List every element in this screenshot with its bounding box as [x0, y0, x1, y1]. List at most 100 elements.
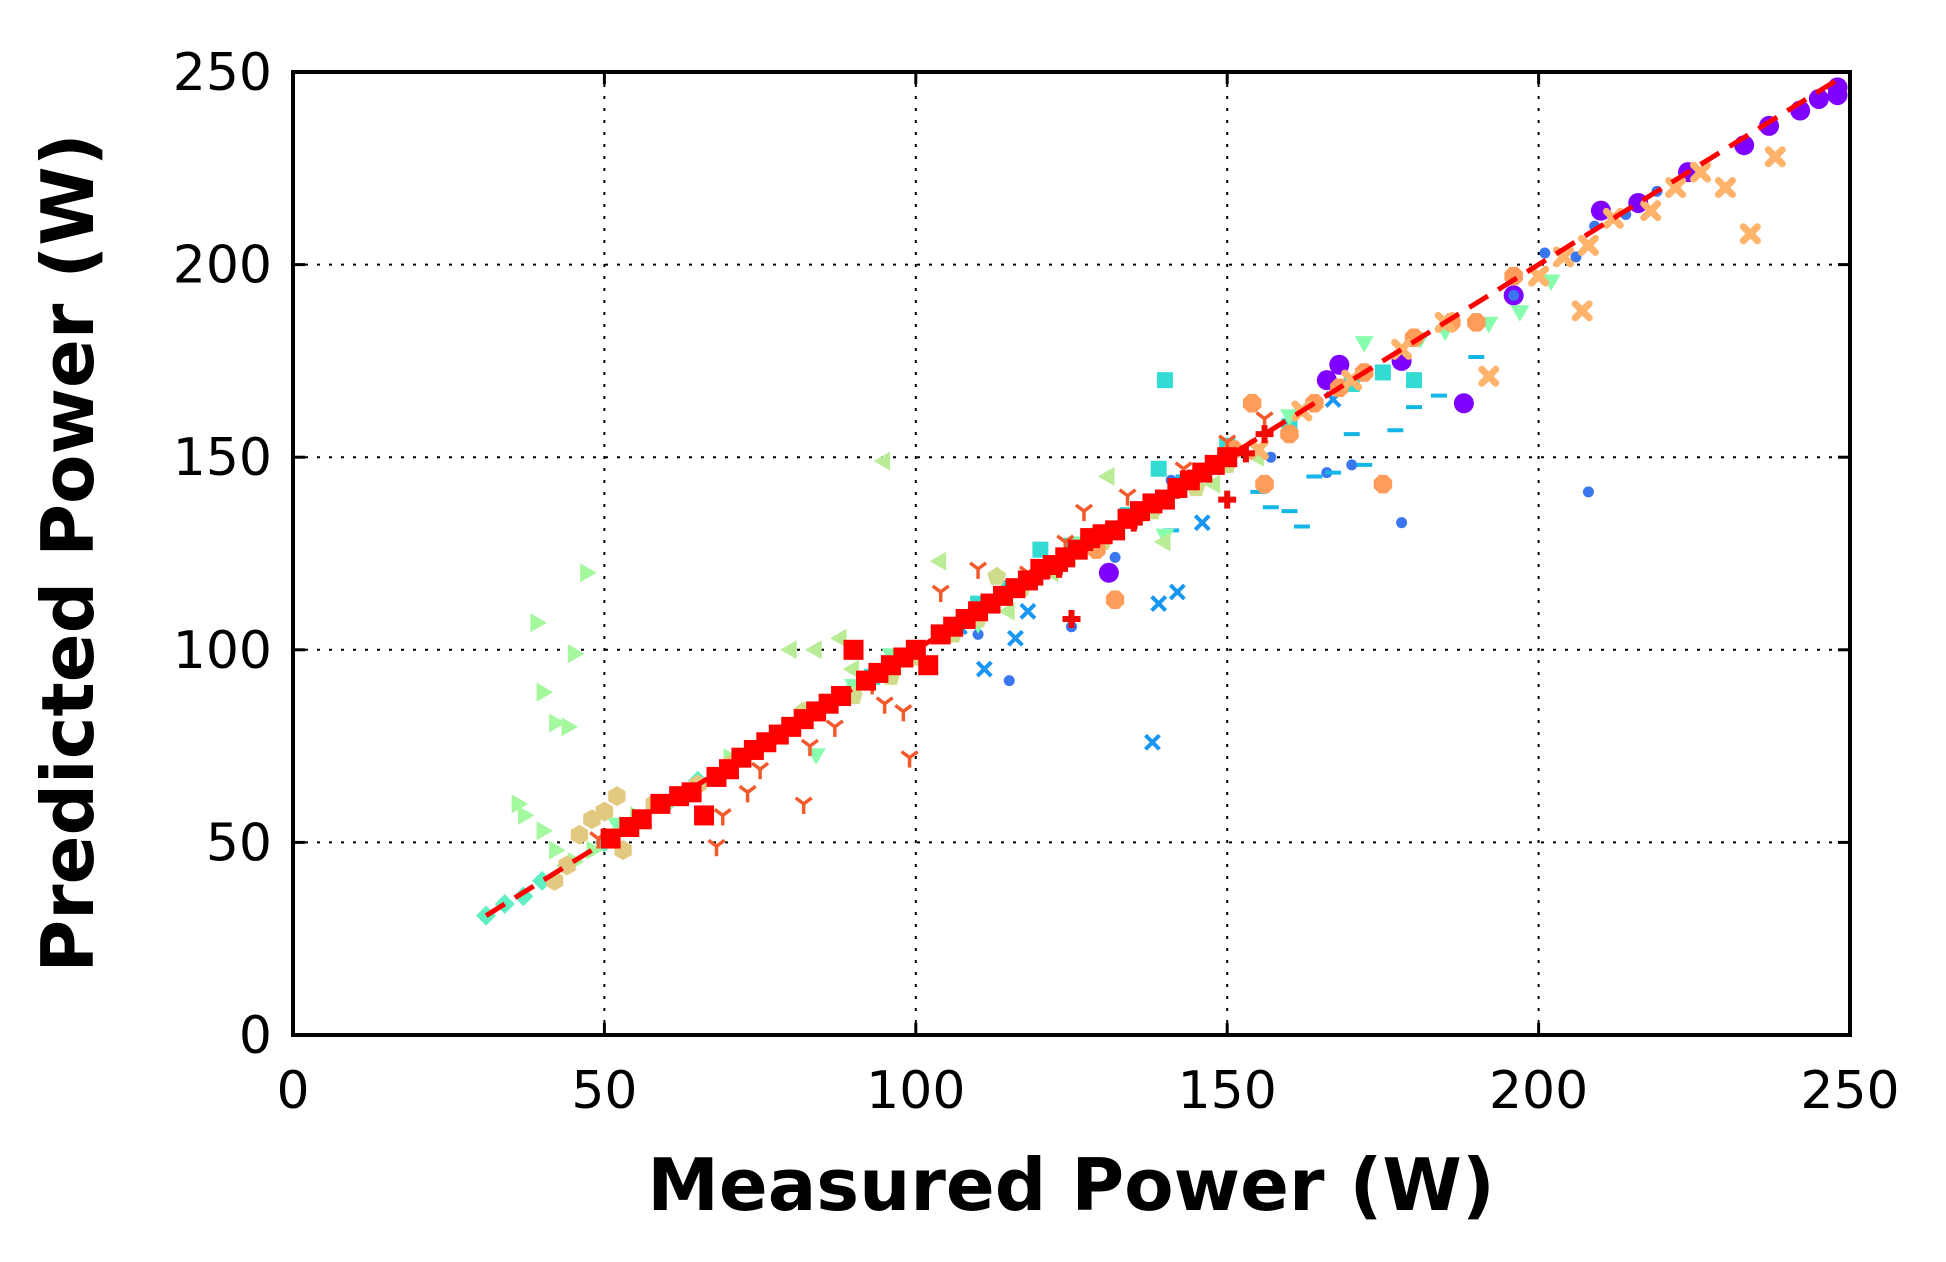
data-point [1690, 161, 1712, 183]
data-point [595, 801, 614, 822]
data-point [1640, 200, 1662, 222]
data-point [561, 717, 578, 737]
data-point [536, 821, 554, 841]
y-tick-label: 0 [239, 1006, 272, 1066]
x-tick-label: 0 [276, 1061, 309, 1121]
data-point [1118, 488, 1137, 506]
data-point [1714, 177, 1736, 199]
data-point [1007, 629, 1024, 647]
data-point [1144, 733, 1161, 751]
data-point [608, 786, 626, 807]
data-point [1062, 609, 1081, 628]
data-point [1109, 551, 1121, 563]
y-axis-title: Predicted Power (W) [26, 133, 110, 972]
data-point [1105, 590, 1125, 609]
data-point [1203, 474, 1221, 494]
data-point [800, 738, 819, 757]
data-point [1255, 474, 1274, 494]
data-points [476, 77, 1848, 926]
data-point [998, 601, 1015, 621]
data-point [780, 640, 797, 660]
data-point [570, 824, 589, 845]
data-point [1467, 313, 1486, 332]
x-tick-labels: 0 50 100 150 200 250 [276, 1061, 1899, 1121]
data-point [987, 566, 1007, 585]
data-point [975, 660, 993, 678]
y-tick-label: 250 [173, 43, 272, 103]
data-point [567, 644, 585, 664]
x-tick-label: 200 [1489, 1061, 1588, 1121]
data-point [707, 838, 726, 857]
data-point [1396, 517, 1408, 529]
y-tick-label: 100 [173, 621, 272, 681]
data-point [972, 628, 984, 640]
axis-ticks [291, 70, 1852, 1037]
data-point [1764, 146, 1786, 168]
y-tick-label: 50 [206, 813, 272, 873]
data-point [1665, 177, 1687, 199]
data-point [1098, 562, 1119, 583]
data-point [1346, 459, 1358, 471]
data-point [549, 713, 566, 733]
data-point [1406, 372, 1423, 389]
data-point [1528, 265, 1550, 287]
data-point [1168, 583, 1186, 601]
gridlines [293, 72, 1850, 1035]
data-point [1571, 300, 1593, 322]
data-point [650, 793, 671, 814]
data-point [1280, 424, 1299, 444]
data-point [1150, 595, 1168, 612]
x-tick-label: 150 [1178, 1061, 1277, 1121]
data-point [694, 805, 715, 826]
reference-line-group [484, 77, 1839, 918]
data-point [1374, 364, 1391, 381]
data-point [825, 719, 844, 737]
data-point [1003, 675, 1015, 687]
x-axis-title: Measured Power (W) [647, 1143, 1495, 1227]
y-tick-label: 150 [173, 428, 272, 488]
data-point [580, 563, 597, 583]
data-point [1510, 305, 1530, 322]
data-point [1577, 234, 1599, 256]
data-point [549, 840, 566, 860]
data-point [1153, 532, 1171, 552]
data-point [794, 796, 813, 814]
data-point [511, 794, 529, 814]
data-point [1373, 474, 1393, 494]
data-point [843, 639, 864, 660]
data-point [929, 551, 947, 571]
y-tick-label: 200 [173, 236, 272, 296]
data-point [1508, 289, 1520, 301]
y-tick-labels: 0 50 100 150 200 250 [173, 43, 272, 1066]
data-point [894, 704, 913, 722]
reference-line [484, 77, 1839, 918]
data-point [873, 451, 891, 471]
data-point [1808, 88, 1829, 109]
data-point [1032, 541, 1049, 558]
data-point [530, 613, 547, 633]
data-point [1280, 409, 1299, 426]
data-point [805, 640, 822, 660]
data-point [1478, 365, 1500, 387]
data-point [1218, 490, 1237, 509]
data-point [1156, 372, 1173, 389]
data-point [842, 659, 859, 679]
data-point [1019, 602, 1037, 620]
data-point [931, 584, 950, 603]
data-point [536, 682, 554, 702]
data-point [517, 805, 535, 825]
data-point [900, 750, 919, 768]
data-point [751, 761, 770, 780]
x-tick-label: 50 [571, 1061, 637, 1121]
data-point [830, 628, 847, 648]
data-point [918, 655, 939, 676]
data-point [1255, 425, 1274, 444]
data-point [1541, 274, 1561, 291]
data-point [875, 696, 894, 714]
data-point [1539, 247, 1551, 259]
data-point [713, 808, 732, 826]
data-point [1354, 336, 1374, 353]
x-tick-label: 250 [1800, 1061, 1899, 1121]
x-tick-label: 100 [866, 1061, 965, 1121]
